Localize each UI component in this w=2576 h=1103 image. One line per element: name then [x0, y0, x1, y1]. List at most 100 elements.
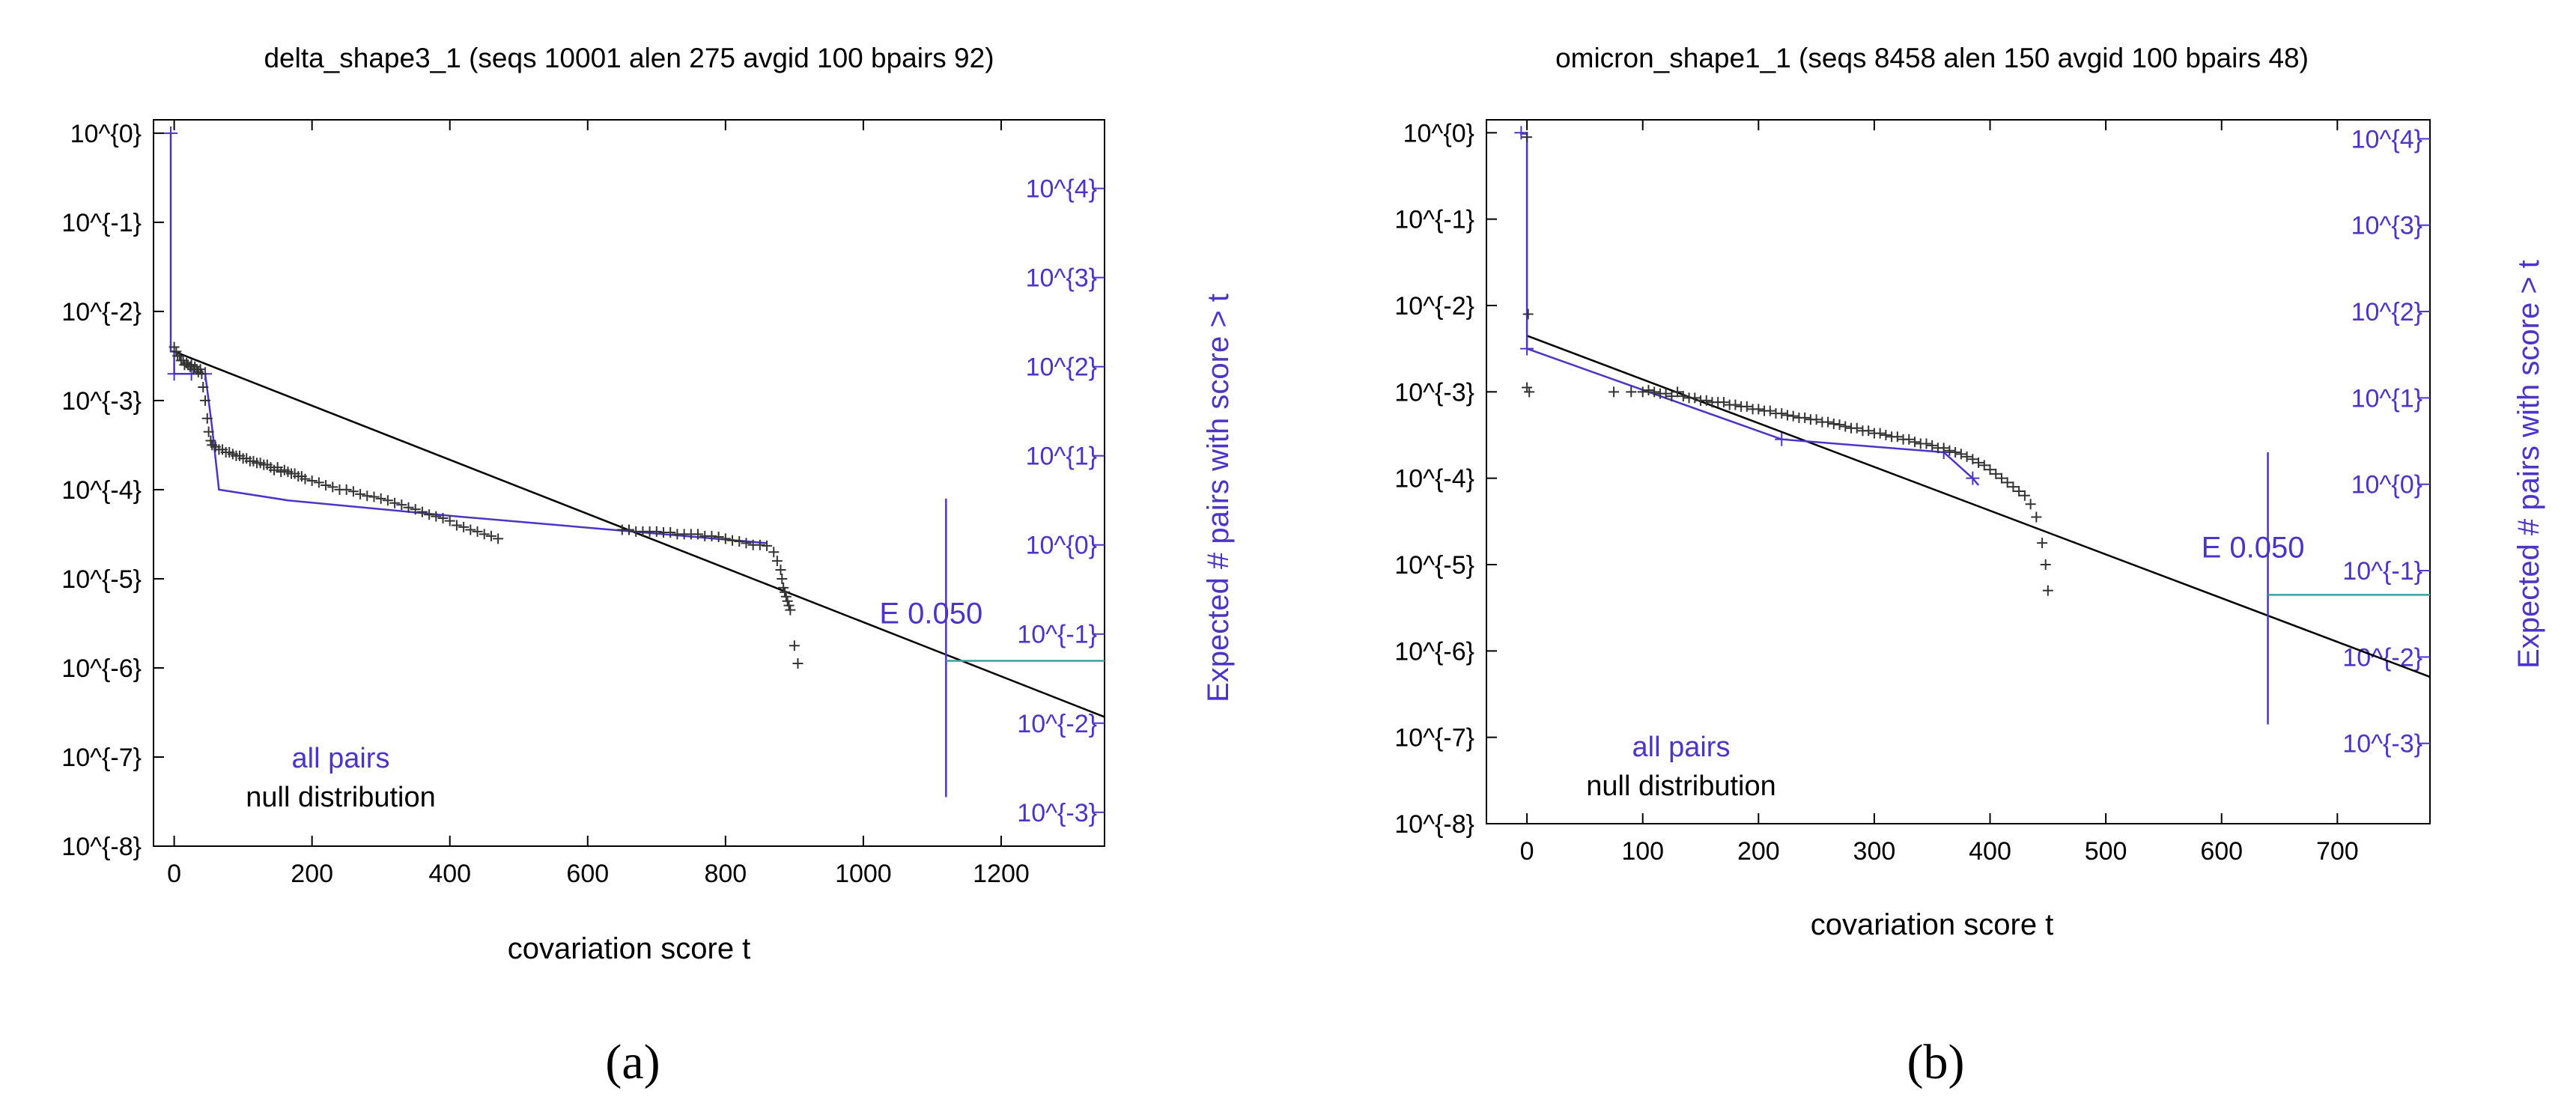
null-point	[1996, 473, 2007, 484]
x-tick-label: 0	[1520, 837, 1534, 866]
null-point	[458, 521, 470, 532]
null-point	[651, 526, 662, 537]
right-y-tick-label: 10^{4}	[2351, 125, 2422, 154]
panel-b-right-axis-label: Expected # pairs with score > t	[2512, 260, 2545, 669]
all-pairs-marker	[1775, 432, 1789, 446]
null-point	[1892, 431, 1903, 443]
panel-a-legend-all-pairs: all pairs	[292, 743, 390, 774]
null-point	[465, 524, 476, 535]
null-point	[741, 538, 752, 549]
null-point	[416, 506, 428, 517]
panel-a: delta_shape3_1 (seqs 10001 alen 275 avgi…	[61, 43, 1235, 965]
null-point	[189, 361, 201, 372]
null-point	[775, 565, 786, 576]
null-point	[1787, 410, 1799, 422]
null-point	[762, 540, 773, 551]
panel-a-title: delta_shape3_1 (seqs 10001 alen 275 avgi…	[264, 43, 994, 73]
y-tick-label: 10^{-5}	[1394, 551, 1474, 580]
all-pairs-marker	[164, 126, 178, 140]
null-point	[2042, 585, 2053, 596]
null-point	[347, 486, 359, 497]
x-tick-label: 1200	[973, 860, 1030, 888]
y-tick-label: 10^{-6}	[61, 654, 142, 683]
null-point	[1955, 449, 1966, 460]
y-tick-label: 10^{-3}	[1394, 378, 1474, 407]
right-y-tick-label: 10^{-1}	[2342, 557, 2422, 586]
null-point	[200, 395, 211, 406]
null-point	[713, 532, 724, 543]
null-point	[1973, 457, 1984, 468]
null-point	[624, 524, 634, 535]
null-point	[1522, 382, 1533, 393]
right-y-tick-label: 10^{-1}	[1017, 621, 1097, 649]
null-point	[1689, 392, 1701, 404]
y-tick-label: 10^{-4}	[1394, 465, 1474, 493]
null-point	[389, 497, 401, 508]
null-point	[485, 530, 496, 541]
null-point	[720, 533, 731, 544]
right-y-tick-label: 10^{1}	[1026, 443, 1097, 471]
null-point	[196, 368, 207, 380]
null-point	[1904, 434, 1915, 445]
null-point	[1522, 309, 1534, 320]
null-point	[1811, 414, 1822, 425]
null-point	[1927, 440, 1938, 451]
null-point	[1677, 391, 1689, 402]
null-point	[1764, 405, 1775, 416]
null-point	[1823, 416, 1834, 428]
null-point	[362, 490, 373, 502]
null-point	[410, 504, 421, 515]
null-point	[2019, 490, 2030, 501]
null-point	[1776, 408, 1787, 419]
null-point	[306, 475, 318, 487]
null-point	[195, 364, 206, 375]
null-point	[779, 586, 790, 598]
null-point	[777, 573, 788, 584]
null-point	[2025, 499, 2036, 510]
null-point	[368, 491, 380, 502]
null-point	[205, 435, 216, 446]
y-tick-label: 10^{-1}	[61, 209, 142, 237]
y-tick-label: 10^{-2}	[1394, 292, 1474, 320]
null-point	[1938, 443, 1949, 454]
panel-b-caption: (b)	[1907, 1035, 1965, 1090]
null-point	[1961, 451, 1972, 462]
x-tick-label: 200	[1737, 837, 1780, 866]
null-point	[341, 484, 352, 495]
null-point	[355, 488, 366, 499]
y-tick-label: 10^{-7}	[61, 744, 142, 772]
panel-b-threshold-label: E 0.050	[2202, 531, 2305, 564]
right-y-tick-label: 10^{3}	[2351, 212, 2422, 240]
null-point	[444, 515, 455, 526]
all-pairs-curve	[169, 133, 768, 544]
panel-a-legend-null: null distribution	[246, 782, 435, 813]
null-point	[396, 499, 407, 511]
null-point	[1863, 425, 1874, 437]
right-y-tick-label: 10^{-3}	[1017, 799, 1097, 827]
right-y-tick-label: 10^{4}	[1026, 175, 1097, 204]
null-point	[327, 481, 338, 493]
null-point	[1799, 412, 1811, 423]
all-pairs-marker	[1514, 126, 1528, 140]
null-point	[1950, 447, 1961, 458]
null-point	[1718, 397, 1729, 408]
right-y-tick-label: 10^{0}	[1026, 532, 1097, 560]
all-pairs-curve	[1520, 133, 1980, 486]
x-tick-label: 800	[704, 860, 747, 888]
null-point	[375, 493, 386, 504]
null-point	[734, 535, 745, 547]
x-tick-label: 200	[291, 860, 333, 888]
y-tick-label: 10^{0}	[70, 120, 142, 148]
null-point	[1840, 421, 1851, 432]
null-point	[1944, 445, 1955, 456]
null-point	[771, 556, 783, 567]
x-tick-label: 400	[428, 860, 471, 888]
null-point	[778, 582, 789, 593]
null-point	[1672, 386, 1683, 398]
all-pairs-marker	[1520, 341, 1534, 356]
null-point	[1781, 410, 1793, 421]
null-point	[2002, 477, 2013, 488]
null-point	[780, 591, 792, 602]
null-point	[785, 604, 796, 616]
